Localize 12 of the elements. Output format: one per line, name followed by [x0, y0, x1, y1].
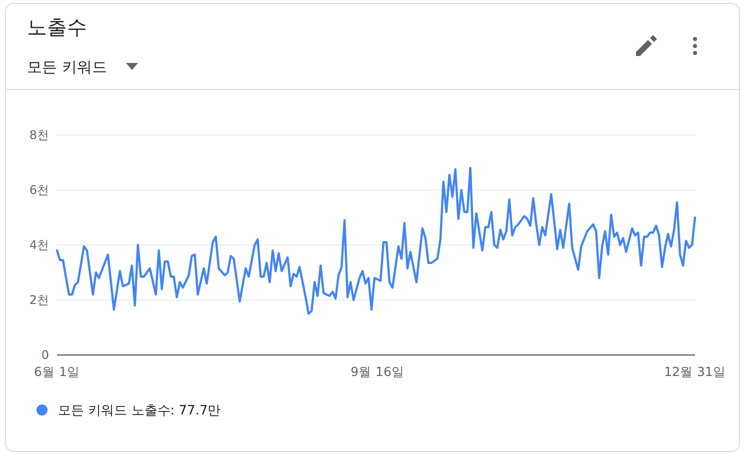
- line-series: [56, 166, 696, 315]
- x-tick-label: 6월 1일: [34, 364, 80, 379]
- x-tick-label: 9월 16일: [350, 364, 404, 379]
- chart-title: 노출수: [27, 15, 87, 39]
- legend-label: 모든 키워드 노출수: 77.7만: [58, 404, 221, 419]
- y-tick-label: 8천: [29, 128, 49, 142]
- y-tick-label: 4천: [29, 238, 49, 252]
- chart-subtitle: 모든 키워드: [27, 58, 107, 76]
- y-tick-label: 6천: [29, 183, 49, 198]
- x-tick-label: 12월 31일: [664, 364, 726, 379]
- y-tick-label: 2천: [29, 293, 49, 308]
- y-tick-label: 0: [41, 348, 49, 362]
